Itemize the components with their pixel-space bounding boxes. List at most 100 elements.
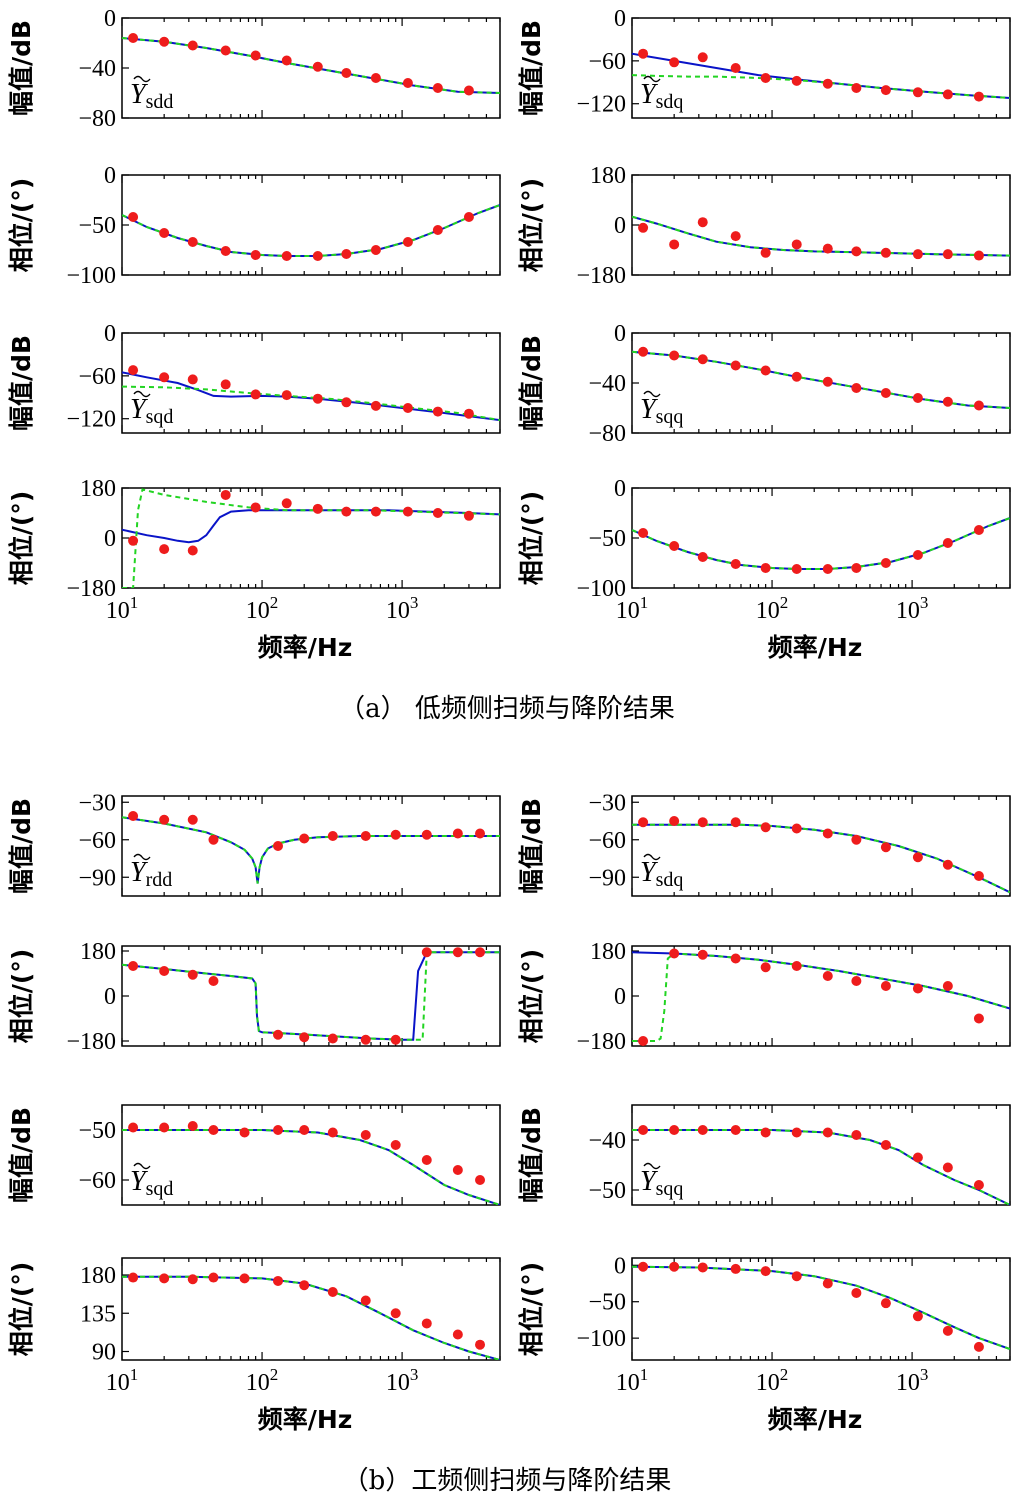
axes-frame	[631, 17, 1011, 119]
tilde-mark	[643, 853, 661, 861]
x-axis-label: 频率/Hz	[258, 633, 353, 662]
measured-point	[669, 948, 680, 959]
tilde-mark	[133, 390, 151, 398]
measured-point	[159, 544, 170, 555]
measured-point	[273, 1125, 284, 1135]
measured-point	[475, 1339, 486, 1350]
measured-point	[880, 85, 891, 96]
measured-point	[638, 1125, 649, 1135]
measured-point	[128, 961, 139, 971]
axes-frame	[121, 174, 501, 276]
measured-point	[281, 251, 292, 261]
axes-frame	[121, 945, 501, 1047]
axes-frame	[121, 1257, 501, 1361]
measured-point	[463, 408, 474, 419]
reduced-line	[632, 1129, 1010, 1205]
measured-point	[187, 814, 198, 825]
measured-point	[822, 564, 833, 574]
axes-frame	[121, 332, 501, 434]
series-group	[632, 517, 1010, 574]
measured-point	[402, 506, 413, 517]
x-tick-label: 103	[896, 1365, 929, 1396]
measured-point	[760, 247, 771, 258]
measured-point	[475, 828, 486, 839]
measured-point	[912, 249, 923, 260]
x-tick-label: 103	[896, 593, 929, 624]
measured-point	[880, 842, 891, 853]
y-tick-label: 180	[80, 476, 116, 502]
measured-point	[851, 834, 862, 845]
measured-point	[273, 1275, 284, 1286]
fitted-line	[122, 37, 500, 94]
y-axis-label: 相位/(°)	[517, 1262, 546, 1356]
y-tick-label: −50	[78, 1118, 116, 1144]
measured-point	[791, 1127, 802, 1138]
y-axis-label: 相位/(°)	[517, 178, 546, 272]
measured-point	[220, 45, 231, 56]
measured-point	[697, 354, 708, 365]
measured-point	[452, 1165, 463, 1175]
measured-point	[402, 237, 413, 247]
chart-b-mag-sqd: −50 −60 幅值/dB Ysqd	[7, 1104, 501, 1206]
measured-point	[851, 246, 862, 257]
measured-point	[421, 1318, 432, 1329]
y-tick-label: 135	[80, 1301, 116, 1327]
tilde-mark	[643, 1162, 661, 1170]
measured-point	[159, 372, 170, 383]
x-tick-label: 102	[246, 593, 279, 624]
measured-point	[973, 525, 984, 535]
measured-point	[159, 228, 170, 238]
y-axis-label: 幅值/dB	[7, 1107, 36, 1203]
measured-point	[159, 36, 170, 47]
y-axis-label: 相位/(°)	[7, 491, 36, 585]
axes-frame	[631, 945, 1011, 1047]
y-tick-label: −50	[588, 1178, 626, 1204]
measured-point	[730, 559, 741, 569]
reduced-line	[122, 204, 500, 257]
measured-point	[638, 1261, 649, 1272]
measured-point	[432, 508, 443, 518]
measured-point	[760, 1127, 771, 1138]
y-tick-label: 0	[104, 984, 116, 1010]
measured-point	[187, 237, 198, 247]
fitted-line	[122, 371, 500, 422]
measured-point	[942, 981, 953, 991]
fitted-line	[122, 509, 500, 544]
plot-area: 0 −40 −80 幅值/dB Ysdd 0 −60 −120 幅值/dB Ysdq 0 −50 −10…	[7, 6, 1011, 1434]
measured-point	[187, 374, 198, 385]
measured-point	[370, 73, 381, 83]
y-axis-label: 幅值/dB	[7, 798, 36, 894]
measured-point	[822, 78, 833, 89]
measured-point	[697, 52, 708, 63]
measured-point	[250, 250, 261, 260]
measured-point	[791, 1271, 802, 1282]
chart-a-ph-sdd: 0 −50 −100 相位/(°)	[7, 163, 501, 289]
measured-point	[341, 506, 352, 517]
measured-point	[128, 1122, 139, 1133]
measured-point	[791, 371, 802, 382]
measured-point	[128, 365, 139, 376]
measured-point	[851, 383, 862, 393]
reduced-line	[632, 517, 1010, 570]
measured-point	[312, 61, 323, 72]
measured-point	[208, 1272, 219, 1283]
y-tick-label: −40	[78, 56, 116, 82]
measured-point	[851, 976, 862, 986]
x-tick-label: 101	[106, 1365, 139, 1396]
measured-point	[669, 1125, 680, 1135]
x-tick-label: 103	[386, 593, 419, 624]
series-group	[122, 1121, 500, 1205]
y-tick-label: 0	[614, 321, 626, 347]
tilde-mark	[643, 390, 661, 398]
measured-point	[360, 1130, 371, 1140]
measured-point	[250, 502, 261, 513]
measured-point	[128, 1272, 139, 1283]
series-group	[632, 48, 1010, 102]
measured-point	[760, 563, 771, 573]
measured-point	[669, 541, 680, 551]
measured-point	[463, 510, 474, 521]
chart-a-ph-sqd: 180 0 −180 相位/(°) 101 102 103 频率/Hz	[7, 476, 501, 662]
axes-frame	[121, 1104, 501, 1206]
axes-frame	[631, 332, 1011, 434]
y-tick-label: 180	[590, 163, 626, 189]
